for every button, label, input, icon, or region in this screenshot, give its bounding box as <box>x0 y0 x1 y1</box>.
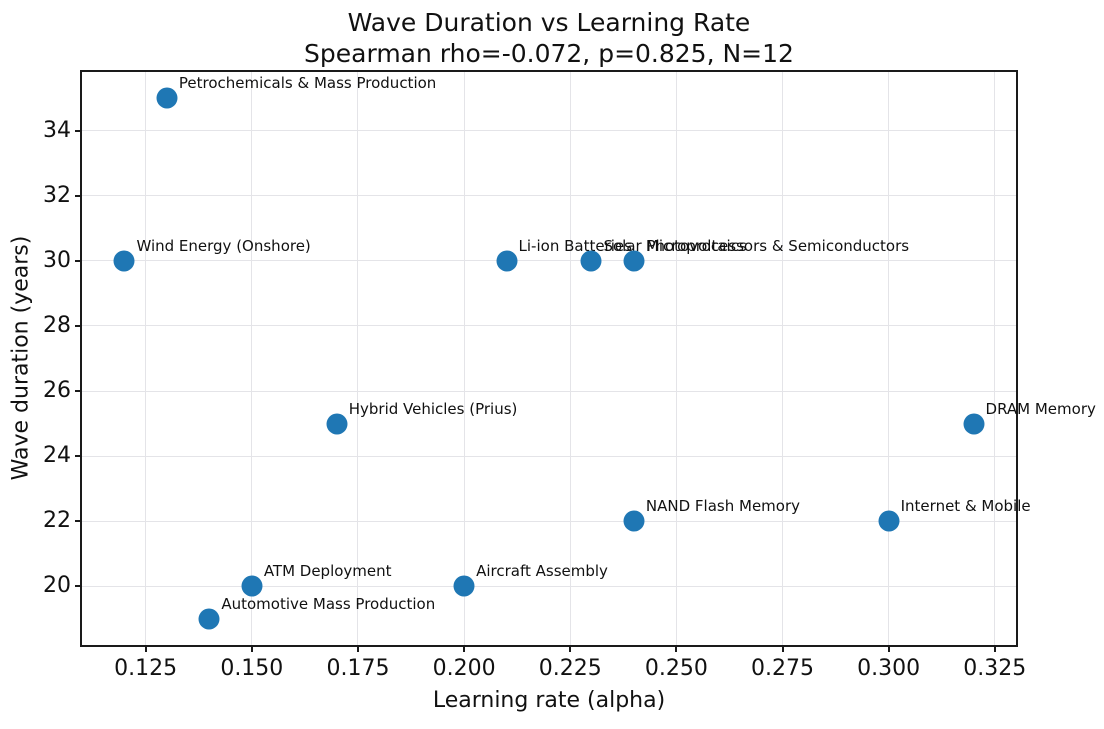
gridline-horizontal <box>82 390 1016 392</box>
gridline-vertical <box>145 72 147 645</box>
y-tick-mark <box>75 455 80 458</box>
y-tick-label: 34 <box>43 117 71 143</box>
x-tick-mark <box>463 647 466 652</box>
point-label: Li-ion Batteries <box>518 236 632 255</box>
x-tick-mark <box>356 647 359 652</box>
y-tick-label: 32 <box>43 182 71 208</box>
y-tick-label: 22 <box>43 508 71 534</box>
y-axis-label: Wave duration (years) <box>8 235 34 481</box>
point-label: ATM Deployment <box>263 562 392 581</box>
x-tick-label: 0.125 <box>114 656 178 681</box>
x-tick-label: 0.200 <box>432 656 496 681</box>
y-tick-mark <box>75 390 80 393</box>
x-tick-label: 0.225 <box>538 656 602 681</box>
y-tick-mark <box>75 585 80 588</box>
x-tick-label: 0.275 <box>751 656 814 681</box>
data-point <box>241 575 263 597</box>
data-point <box>113 250 135 272</box>
x-tick-mark <box>569 647 572 652</box>
point-label: Aircraft Assembly <box>476 562 608 581</box>
point-label: Wind Energy (Onshore) <box>136 236 311 255</box>
x-tick-mark <box>781 647 784 652</box>
data-point <box>963 413 985 435</box>
gridline-horizontal <box>82 195 1016 197</box>
y-tick-label: 20 <box>43 573 71 599</box>
data-point <box>453 575 475 597</box>
gridline-horizontal <box>82 520 1016 522</box>
x-tick-mark <box>887 647 890 652</box>
x-tick-mark <box>675 647 678 652</box>
y-tick-mark <box>75 194 80 197</box>
gridline-vertical <box>357 72 359 645</box>
data-point <box>156 87 178 109</box>
gridline-horizontal <box>82 260 1016 262</box>
y-tick-mark <box>75 259 80 262</box>
gridline-vertical <box>675 72 677 645</box>
gridline-horizontal <box>82 325 1016 327</box>
plot-area: 0.125 0.150 0.175 0.200 0.225 0.250 0.275 0.300… <box>43 70 1096 681</box>
x-tick-label: 0.250 <box>644 656 708 681</box>
data-point <box>623 250 645 272</box>
point-label: Automotive Mass Production <box>221 594 436 613</box>
x-axis-label: Learning rate (alpha) <box>432 688 666 713</box>
chart-title-block: Wave Duration vs Learning Rate Spearman … <box>82 7 1016 69</box>
x-tick-label: 0.300 <box>857 656 921 681</box>
x-tick-mark <box>144 647 147 652</box>
x-tick-mark <box>993 647 996 652</box>
x-tick-label: 0.175 <box>326 656 390 681</box>
gridline-vertical <box>994 72 996 645</box>
point-label: NAND Flash Memory <box>645 497 801 516</box>
x-tick-mark <box>250 647 253 652</box>
point-label: DRAM Memory <box>985 399 1096 418</box>
point-label: Internet & Mobile <box>900 497 1031 516</box>
gridline-horizontal <box>82 455 1016 457</box>
gridline-vertical <box>463 72 465 645</box>
gridline-horizontal <box>82 130 1016 132</box>
y-tick-mark <box>75 520 80 523</box>
data-point <box>198 608 220 630</box>
point-label: Hybrid Vehicles (Prius) <box>348 399 518 418</box>
gridline-horizontal <box>82 585 1016 587</box>
data-point <box>496 250 518 272</box>
data-point <box>326 413 348 435</box>
point-label: Microprocessors & Semiconductors <box>645 236 910 255</box>
y-tick-mark <box>75 129 80 132</box>
y-tick-label: 28 <box>43 312 71 338</box>
x-tick-label: 0.325 <box>963 656 1027 681</box>
gridline-vertical <box>782 72 783 645</box>
data-point <box>878 510 900 532</box>
point-label: Solar Photovoltaics <box>603 236 747 255</box>
y-tick-label: 30 <box>43 247 71 273</box>
y-tick-label: 24 <box>43 443 71 469</box>
gridline-vertical <box>888 72 890 645</box>
data-point <box>623 510 645 532</box>
point-label: Petrochemicals & Mass Production <box>178 74 437 93</box>
chart-title: Wave Duration vs Learning Rate <box>347 8 751 37</box>
chart-subtitle: Spearman rho=-0.072, p=0.825, N=12 <box>304 39 794 68</box>
gridline-vertical <box>569 72 571 645</box>
y-tick-label: 26 <box>43 378 71 404</box>
gridline-vertical <box>251 72 253 645</box>
data-point <box>580 250 602 272</box>
y-tick-mark <box>75 324 80 327</box>
x-tick-label: 0.150 <box>220 656 284 681</box>
